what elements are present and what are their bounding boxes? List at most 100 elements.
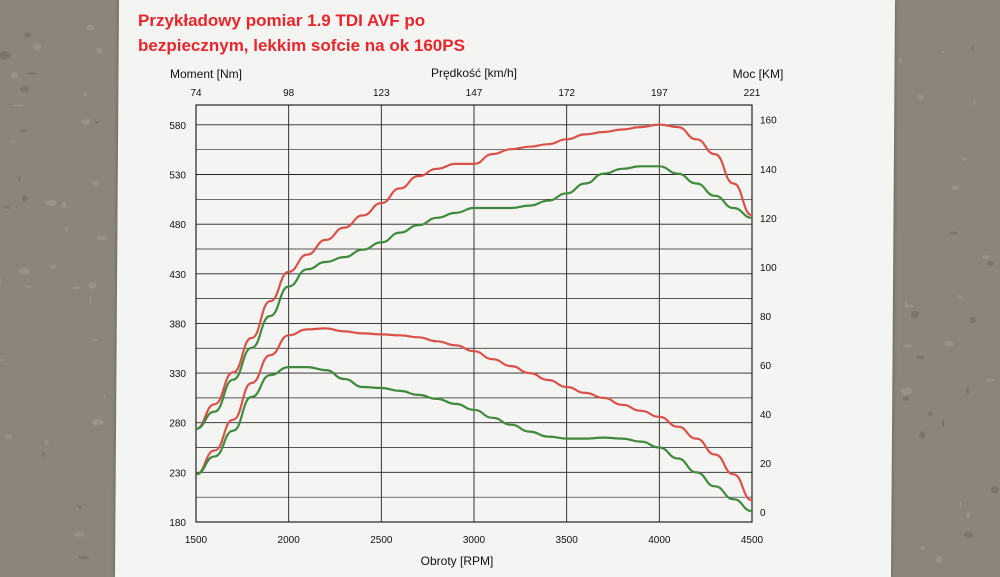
speed-tick-label: 147: [466, 88, 483, 99]
annotation-line-2: bezpiecznym, lekkim sofcie na ok 160PS: [138, 36, 465, 55]
stone-speckle: [82, 91, 88, 97]
stone-speckle: [898, 58, 903, 63]
stone-speckle: [986, 260, 995, 266]
series-line-torque-after: [195, 327, 753, 502]
stone-speckle: [91, 339, 99, 342]
stone-speckle: [65, 227, 68, 232]
stone-speckle: [910, 311, 919, 318]
stone-speckle: [928, 411, 933, 416]
stone-speckle: [969, 316, 976, 324]
stone-speckle: [77, 555, 90, 560]
y-right-tick-label: 40: [760, 410, 772, 421]
stone-speckle: [941, 50, 945, 53]
stone-speckle: [81, 118, 91, 125]
y-right-tick-label: 140: [760, 165, 777, 176]
stone-speckle: [941, 419, 945, 427]
x-tick-label: 3000: [463, 535, 486, 546]
stone-speckle: [22, 194, 28, 203]
y-left-tick-label: 280: [169, 419, 186, 430]
speed-tick-label: 74: [190, 88, 202, 99]
stone-speckle: [103, 395, 107, 398]
stone-speckle: [18, 175, 21, 182]
stone-speckle: [11, 71, 19, 79]
speed-tick-label: 123: [373, 88, 390, 99]
y-left-tick-label: 530: [169, 171, 186, 182]
stone-speckle: [0, 51, 11, 60]
stone-speckle: [3, 206, 11, 209]
stone-speckle: [19, 86, 29, 93]
stone-speckle: [19, 129, 28, 133]
series-line-power-after: [195, 123, 753, 430]
x-top-axis-label: Prędkość [km/h]: [431, 66, 517, 80]
stone-speckle: [74, 532, 85, 537]
stone-speckle: [986, 378, 995, 382]
stone-speckle: [41, 451, 45, 457]
chart-series: [195, 123, 753, 513]
x-tick-label: 4500: [741, 535, 764, 546]
stone-speckle: [33, 43, 42, 51]
stone-speckle: [990, 485, 999, 494]
stone-speckle: [89, 295, 92, 304]
annotation-line-1: Przykładowy pomiar 1.9 TDI AVF po: [138, 11, 426, 30]
y-left-tick-label: 180: [169, 518, 186, 529]
speed-tick-label: 172: [558, 88, 575, 99]
y-right-tick-label: 0: [760, 508, 766, 519]
stone-speckle: [973, 99, 976, 106]
x-axis-label: Obroty [RPM]: [421, 554, 494, 568]
stone-speckle: [24, 32, 31, 38]
y-right-tick-label: 60: [760, 361, 772, 372]
chart-labels: Moment [Nm] Prędkość [km/h] Moc [KM] Obr…: [170, 66, 783, 568]
stone-speckle: [18, 268, 31, 275]
stone-speckle: [95, 121, 99, 124]
stone-speckle: [91, 180, 100, 186]
stone-speckle: [12, 104, 25, 107]
stone-speckle: [10, 140, 16, 143]
stone-speckle: [96, 47, 103, 54]
x-tick-label: 2000: [278, 535, 301, 546]
y-left-axis-label: Moment [Nm]: [170, 67, 242, 81]
stone-speckle: [915, 355, 925, 360]
y-left-tick-label: 430: [169, 270, 186, 281]
stone-speckle: [906, 305, 914, 308]
stone-speckle: [88, 282, 97, 289]
stone-speckle: [919, 431, 926, 439]
stone-speckle: [0, 358, 4, 362]
y-left-tick-label: 330: [169, 369, 186, 380]
stone-speckle: [49, 265, 56, 269]
stone-speckle: [72, 286, 81, 290]
annotation-text: Przykładowy pomiar 1.9 TDI AVF po bezpie…: [138, 8, 658, 58]
y-left-tick-label: 480: [169, 220, 186, 231]
y-right-tick-label: 160: [760, 116, 777, 127]
stone-speckle: [85, 24, 95, 31]
stone-speckle: [949, 231, 959, 235]
stone-speckle: [75, 506, 79, 510]
stone-speckle: [902, 396, 910, 401]
x-tick-label: 3500: [556, 535, 579, 546]
y-left-tick-label: 380: [169, 319, 186, 330]
stone-speckle: [965, 387, 970, 394]
speed-tick-label: 197: [651, 88, 668, 99]
stone-speckle: [92, 419, 104, 426]
x-tick-label: 4000: [648, 535, 671, 546]
y-right-tick-label: 100: [760, 263, 777, 274]
stone-speckle: [26, 72, 38, 75]
stone-speckle: [3, 434, 14, 439]
stone-speckle: [959, 501, 962, 508]
stone-speckle: [96, 235, 107, 241]
y-left-tick-label: 580: [169, 121, 186, 132]
stone-speckle: [900, 387, 913, 395]
series-line-torque-before: [195, 365, 753, 513]
stone-speckle: [981, 255, 990, 260]
stone-speckle: [963, 531, 974, 538]
speed-tick-label: 221: [744, 88, 761, 99]
stone-speckle: [944, 340, 954, 347]
stone-speckle: [962, 157, 968, 161]
stone-speckle: [917, 94, 925, 100]
y-left-tick-label: 230: [169, 468, 186, 479]
stone-speckle: [935, 555, 943, 564]
stone-speckle: [25, 285, 33, 288]
stone-speckle: [956, 295, 963, 299]
x-tick-label: 1500: [185, 535, 208, 546]
stone-speckle: [902, 344, 913, 348]
